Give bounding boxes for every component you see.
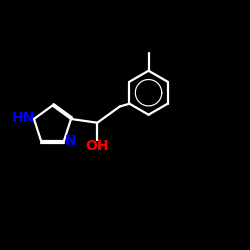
Text: N: N — [65, 134, 77, 148]
Text: OH: OH — [86, 140, 109, 153]
Text: HN: HN — [12, 111, 35, 125]
